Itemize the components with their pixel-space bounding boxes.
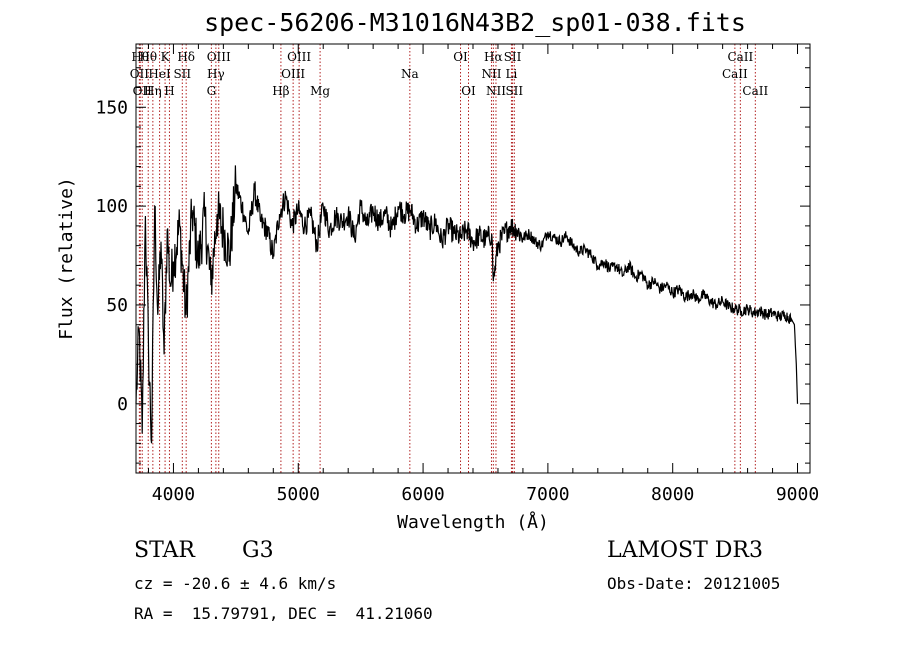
line-label: CaII bbox=[727, 50, 753, 64]
survey-name: LAMOST DR3 bbox=[607, 538, 763, 563]
line-label: CaII bbox=[722, 67, 748, 81]
line-label: Hδ bbox=[177, 50, 195, 64]
line-label: NII bbox=[481, 67, 501, 81]
spectrum-series-line bbox=[135, 165, 799, 444]
line-label: OIII bbox=[281, 67, 305, 81]
x-tick-label: 8000 bbox=[651, 484, 694, 505]
y-tick-label: 150 bbox=[95, 97, 128, 118]
y-tick-label: 100 bbox=[95, 196, 128, 217]
line-label: Hθ bbox=[139, 50, 157, 64]
line-label: G bbox=[207, 84, 217, 98]
line-label: SII bbox=[505, 84, 523, 98]
y-axis-title: Flux (relative) bbox=[56, 177, 77, 340]
line-label: K bbox=[161, 50, 171, 64]
line-label: HeI bbox=[148, 67, 171, 81]
line-label: SII bbox=[504, 50, 522, 64]
line-label: OIII bbox=[287, 50, 311, 64]
line-label: Hη bbox=[144, 84, 162, 98]
observation-date: Obs-Date: 20121005 bbox=[607, 574, 781, 593]
redshift-cz: cz = -20.6 ± 4.6 km/s bbox=[134, 574, 337, 593]
axis-ticks: 4000 5000 6000 7000 8000 9000 0 50 100 150 bbox=[95, 44, 819, 505]
x-tick-label: 4000 bbox=[152, 484, 195, 505]
line-label: Na bbox=[401, 67, 419, 81]
object-subclass: G3 bbox=[242, 538, 274, 563]
x-axis-title: Wavelength (Å) bbox=[397, 511, 549, 533]
plot-frame bbox=[135, 43, 811, 474]
line-label: OI bbox=[453, 50, 468, 64]
x-tick-label: 7000 bbox=[526, 484, 569, 505]
line-label: NII bbox=[486, 84, 506, 98]
line-label: SII bbox=[173, 67, 191, 81]
emission-line-labels: OIIHθOIIHθHηHeIKHSIIHδGHγOIIIHβOIIIOIIIM… bbox=[130, 50, 769, 98]
line-label: OI bbox=[461, 84, 476, 98]
line-label: OII bbox=[130, 67, 150, 81]
chart-title: spec-56206-M31016N43B2_sp01-038.fits bbox=[204, 8, 746, 37]
x-tick-label: 5000 bbox=[277, 484, 320, 505]
object-type: STAR bbox=[134, 538, 195, 563]
emission-line-markers bbox=[138, 44, 756, 473]
line-label: Mg bbox=[310, 84, 330, 98]
y-tick-label: 50 bbox=[106, 295, 128, 316]
line-label: Hγ bbox=[207, 67, 225, 81]
x-tick-label: 9000 bbox=[776, 484, 819, 505]
line-label: OIII bbox=[207, 50, 231, 64]
line-label: CaII bbox=[742, 84, 768, 98]
line-label: Li bbox=[506, 67, 518, 81]
line-label: Hβ bbox=[272, 84, 289, 98]
x-tick-label: 6000 bbox=[401, 484, 444, 505]
line-label: Hα bbox=[484, 50, 503, 64]
coordinates: RA = 15.79791, DEC = 41.21060 bbox=[134, 604, 433, 623]
line-label: H bbox=[164, 84, 174, 98]
y-tick-label: 0 bbox=[117, 394, 128, 415]
